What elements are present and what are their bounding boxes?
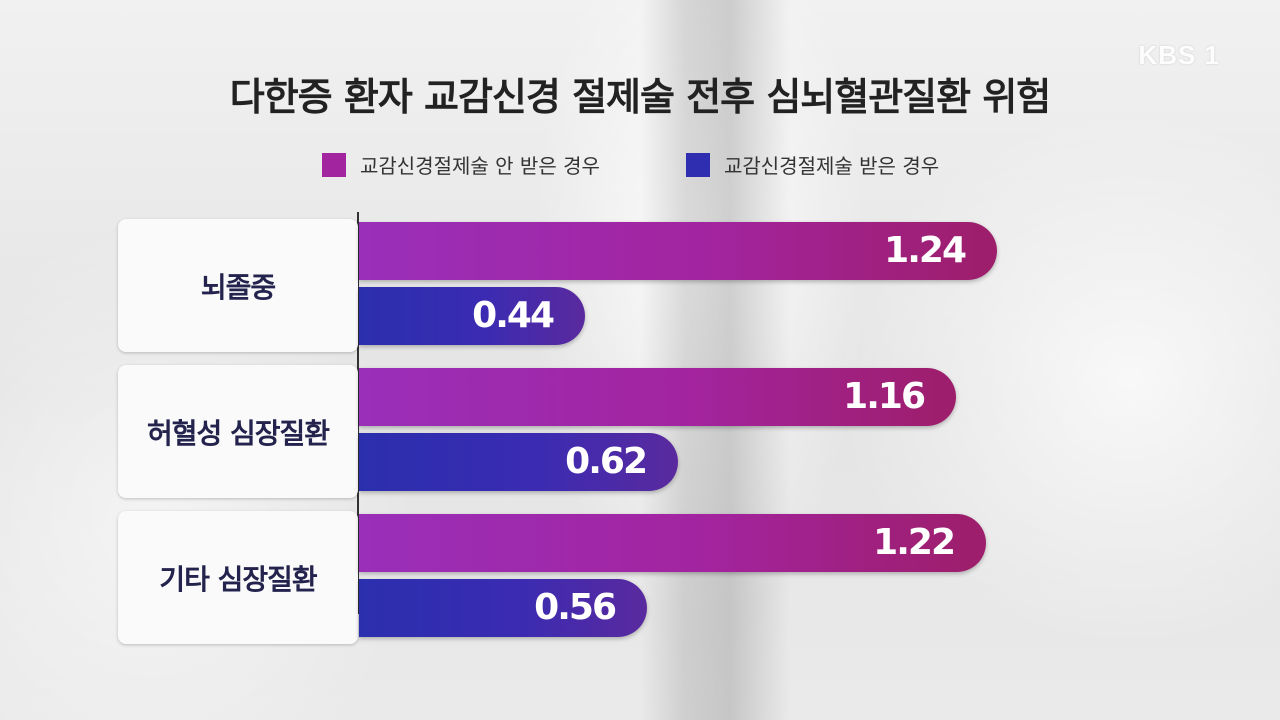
broadcaster-logo: KBS 1 bbox=[1138, 40, 1220, 70]
legend-label-series-1: 교감신경절제술 받은 경우 bbox=[724, 154, 940, 178]
legend: 교감신경절제술 안 받은 경우 교감신경절제술 받은 경우 bbox=[0, 150, 1280, 180]
category-box-1: 허혈성 심장질환 bbox=[118, 365, 358, 498]
legend-label-series-0: 교감신경절제술 안 받은 경우 bbox=[360, 154, 600, 178]
category-label-2: 기타 심장질환 bbox=[159, 562, 317, 596]
bar-series-0-category-1: 1.16 bbox=[359, 368, 956, 426]
chart-title: 다한증 환자 교감신경 절제술 전후 심뇌혈관질환 위험 bbox=[229, 75, 1052, 119]
data-label-series-0-category-1: 1.16 bbox=[843, 376, 926, 417]
data-label-series-0-category-2: 1.22 bbox=[873, 522, 956, 563]
legend-item-series-0: 교감신경절제술 안 받은 경우 bbox=[322, 150, 600, 179]
bar-series-1-category-0: 0.44 bbox=[359, 287, 585, 345]
category-box-0: 뇌졸중 bbox=[118, 219, 358, 352]
legend-item-series-1: 교감신경절제술 받은 경우 bbox=[686, 150, 939, 179]
category-label-0: 뇌졸중 bbox=[200, 270, 276, 304]
data-label-series-1-category-2: 0.56 bbox=[534, 587, 617, 628]
bar-series-0-category-0: 1.24 bbox=[359, 222, 997, 280]
bar-series-0-category-2: 1.22 bbox=[359, 514, 986, 572]
bar-series-1-category-1: 0.62 bbox=[359, 433, 678, 491]
category-label-1: 허혈성 심장질환 bbox=[146, 416, 330, 450]
legend-swatch-series-0 bbox=[322, 152, 346, 177]
category-box-2: 기타 심장질환 bbox=[118, 511, 358, 644]
legend-swatch-series-1 bbox=[686, 152, 710, 177]
data-label-series-1-category-0: 0.44 bbox=[472, 295, 555, 336]
background-figure bbox=[640, 0, 790, 720]
bar-series-1-category-2: 0.56 bbox=[359, 579, 647, 637]
data-label-series-0-category-0: 1.24 bbox=[884, 230, 967, 271]
data-label-series-1-category-1: 0.62 bbox=[565, 441, 648, 482]
category-axis-line bbox=[357, 212, 359, 614]
